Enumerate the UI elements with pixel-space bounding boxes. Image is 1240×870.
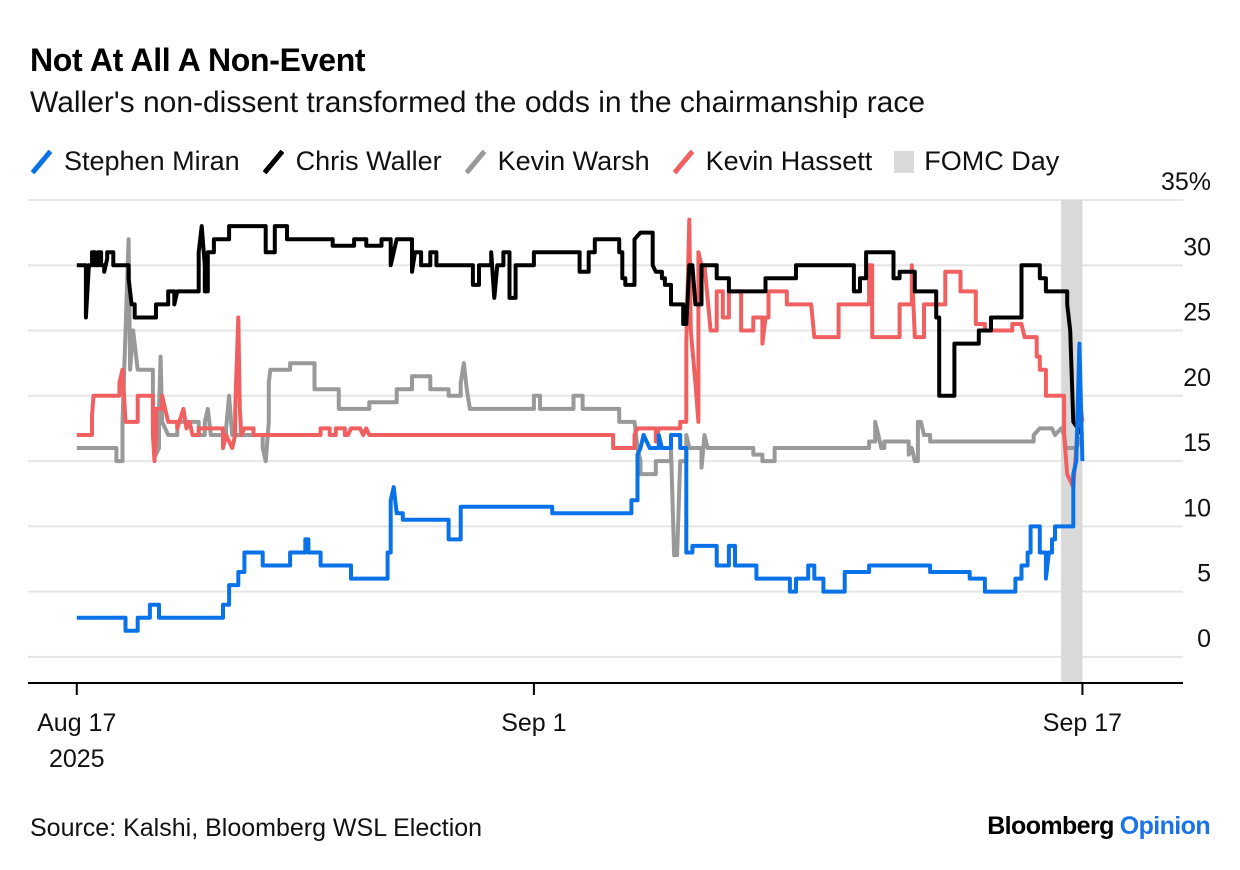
chart-legend: Stephen Miran Chris Waller Kevin Warsh Kevi… <box>30 146 1081 177</box>
series-line-stephen-miran <box>76 341 1085 633</box>
legend-swatch <box>894 150 915 173</box>
x-tick-label: Sep 1 <box>501 709 566 737</box>
x-tick-sublabel: 2025 <box>49 745 105 773</box>
y-tick-label: 20 <box>1183 364 1211 392</box>
brand-logo: Bloomberg Opinion <box>987 812 1210 841</box>
series-line-kevin-warsh <box>76 237 1085 558</box>
y-tick-label: 15 <box>1183 429 1211 457</box>
x-tick-label: Sep 17 <box>1043 709 1122 737</box>
legend-label: FOMC Day <box>924 146 1060 176</box>
legend-label: Kevin Warsh <box>497 146 650 176</box>
legend-item-stephen-miran: Stephen Miran <box>30 146 240 177</box>
legend-label: Kevin Hassett <box>705 146 873 176</box>
y-tick-label: 35% <box>1161 168 1211 196</box>
legend-item-kevin-hassett: Kevin Hassett <box>672 146 873 177</box>
y-tick-label: 0 <box>1197 625 1211 653</box>
legend-item-fomc-day: FOMC Day <box>894 146 1059 177</box>
legend-item-kevin-warsh: Kevin Warsh <box>464 146 650 177</box>
legend-label: Stephen Miran <box>64 146 240 176</box>
fomc-day-band <box>1061 200 1083 683</box>
chart-title: Not At All A Non-Event <box>30 42 366 78</box>
legend-item-chris-waller: Chris Waller <box>262 146 442 177</box>
source-note: Source: Kalshi, Bloomberg WSL Election <box>30 814 483 842</box>
legend-label: Chris Waller <box>295 146 442 176</box>
x-tick-label: Aug 17 <box>37 709 116 737</box>
brand-section: Opinion <box>1119 812 1211 840</box>
chart-subtitle: Waller's non-dissent transformed the odd… <box>30 86 926 119</box>
y-tick-label: 30 <box>1183 233 1211 261</box>
brand-name: Bloomberg <box>987 812 1114 840</box>
y-tick-label: 10 <box>1183 494 1211 522</box>
y-tick-label: 5 <box>1197 560 1211 588</box>
y-tick-label: 25 <box>1183 299 1211 327</box>
series-line-chris-waller <box>76 224 1085 437</box>
